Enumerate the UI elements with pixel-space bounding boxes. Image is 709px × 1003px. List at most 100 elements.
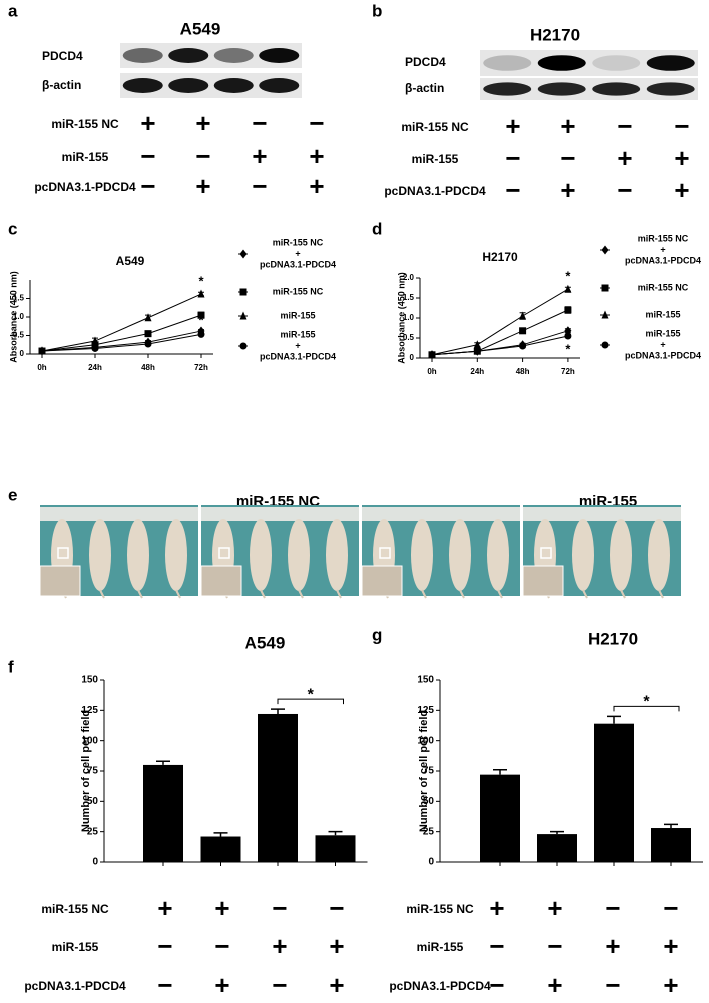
condition-sign: −	[195, 141, 210, 171]
inset-box	[57, 547, 69, 559]
error-bar	[607, 715, 621, 724]
inset	[522, 565, 564, 597]
legend-entry: miR-155 NC	[272, 286, 324, 297]
blot-band	[259, 78, 300, 93]
tail	[620, 589, 626, 599]
condition-sign: −	[140, 171, 155, 201]
tail	[137, 589, 143, 599]
marker	[197, 330, 205, 338]
mouse	[610, 519, 632, 591]
condition-sign: +	[214, 893, 229, 923]
condition-label: miR-155	[52, 940, 99, 954]
blot-band	[592, 55, 641, 71]
tail	[658, 589, 664, 599]
blot-band	[537, 82, 586, 96]
y-tick-label: 75	[423, 766, 435, 777]
legend-entry: miR-155 NC + pcDNA3.1-PDCD4	[624, 233, 702, 266]
y-tick-label: 1.0	[13, 312, 25, 321]
marker	[91, 341, 99, 349]
condition-sign: −	[157, 970, 172, 1000]
bar	[143, 764, 183, 862]
tail	[459, 589, 465, 599]
mouse	[250, 519, 272, 591]
y-tick-label: 1.5	[403, 293, 415, 302]
condition-sign: −	[560, 143, 575, 173]
condition-sign: −	[617, 175, 632, 205]
condition-sign: +	[195, 171, 210, 201]
marker	[38, 347, 46, 355]
condition-sign: −	[252, 171, 267, 201]
series-line	[41, 330, 202, 352]
condition-sign: −	[505, 175, 520, 205]
condition-sign: +	[309, 171, 324, 201]
error-bar	[664, 823, 678, 829]
blot-label: β-actin	[405, 81, 444, 95]
condition-sign: −	[489, 970, 504, 1000]
annotation: *	[565, 341, 571, 356]
legend-entry: miR-155 + pcDNA3.1-PDCD4	[259, 329, 337, 362]
condition-sign: −	[663, 893, 678, 923]
y-tick-label: 0	[20, 349, 25, 358]
condition-sign: +	[272, 931, 287, 961]
y-axis-label: Absorbance (450 nm)	[8, 271, 18, 363]
series-line	[41, 314, 202, 352]
condition-sign: −	[252, 108, 267, 138]
condition-sign: +	[674, 175, 689, 205]
panel-title: H2170	[530, 25, 580, 44]
legend-entry: miR-155 NC + pcDNA3.1-PDCD4	[259, 237, 337, 270]
inset-box	[540, 547, 552, 559]
tail	[421, 589, 427, 599]
condition-sign: −	[547, 931, 562, 961]
x-tick-label: 48h	[516, 367, 530, 376]
blot-band	[483, 82, 532, 96]
chart-title: H2170	[588, 629, 638, 648]
y-tick-label: 75	[87, 766, 99, 777]
inset	[39, 565, 81, 597]
legend-entry: miR-155 NC	[637, 282, 689, 293]
tail	[582, 589, 588, 599]
legend-entry: miR-155 + pcDNA3.1-PDCD4	[624, 328, 702, 361]
condition-sign: +	[329, 931, 344, 961]
condition-sign: −	[617, 111, 632, 141]
blot-band	[213, 78, 254, 93]
blot-band	[213, 48, 254, 63]
condition-sign: −	[309, 108, 324, 138]
mouse	[648, 519, 670, 591]
ruler	[362, 507, 520, 521]
y-tick-label: 25	[87, 826, 99, 837]
condition-sign: +	[489, 893, 504, 923]
blot-band	[122, 48, 163, 63]
ruler	[201, 507, 359, 521]
y-tick-label: 150	[417, 675, 434, 686]
significance-bracket	[613, 705, 680, 712]
y-tick-label: 150	[81, 675, 98, 686]
chart-title: A549	[116, 254, 145, 268]
marker	[519, 327, 527, 335]
blot-band	[537, 55, 586, 71]
ruler	[40, 507, 198, 521]
x-tick-label: 24h	[88, 363, 102, 372]
y-tick-label: 0	[92, 857, 98, 868]
marker	[428, 351, 436, 359]
condition-sign: +	[505, 111, 520, 141]
series-line	[431, 288, 569, 356]
x-tick-label: 72h	[561, 367, 575, 376]
panel-letter: f	[8, 657, 14, 676]
chart-title: H2170	[482, 250, 518, 264]
blot-label: PDCD4	[405, 55, 446, 69]
error-bar	[328, 830, 343, 836]
condition-sign: +	[140, 108, 155, 138]
blot-label: PDCD4	[42, 49, 83, 63]
significance-bracket	[277, 698, 344, 705]
blot-label: β-actin	[42, 78, 81, 92]
marker	[144, 330, 152, 338]
y-tick-label: 0	[428, 857, 434, 868]
panel-letter: a	[8, 1, 18, 20]
mouse	[89, 519, 111, 591]
condition-sign: +	[663, 931, 678, 961]
y-tick-label: 100	[417, 735, 434, 746]
legend-entry: miR-155	[645, 309, 681, 320]
panel-letter: e	[8, 485, 17, 504]
condition-label: miR-155	[62, 150, 109, 164]
